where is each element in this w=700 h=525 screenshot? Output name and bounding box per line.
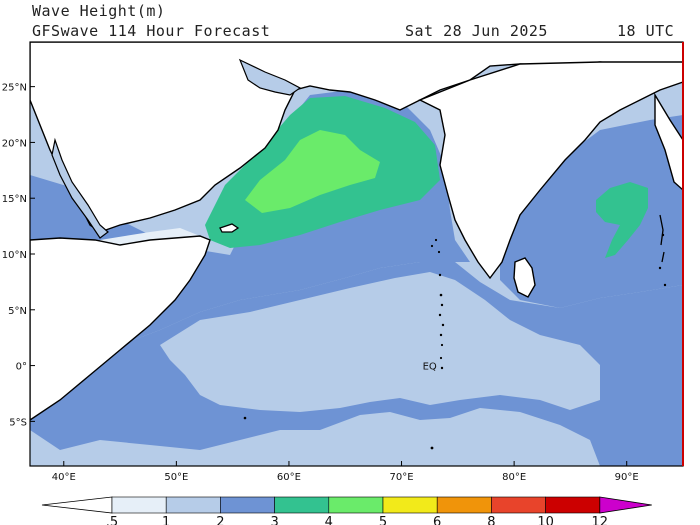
colorbar-segment: [111, 496, 167, 514]
persian-gulf-water: [238, 58, 302, 96]
land-somalia: [30, 235, 211, 421]
colorbar-level-label: 5: [379, 515, 387, 525]
forecast-time: 18 UTC: [617, 22, 675, 40]
colorbar-level-label: 8: [487, 515, 495, 525]
colorbar-level-label: 12: [592, 515, 609, 525]
lon-tick-label: 50°E: [164, 472, 188, 483]
lon-tick-label: 90°E: [615, 472, 639, 483]
colorbar-segment: [436, 496, 492, 514]
wave-zone-3-4m-bay: [596, 182, 648, 258]
colorbar-level-label: 4: [325, 515, 333, 525]
forecast-date: Sat 28 Jun 2025: [405, 22, 548, 40]
colorbar-segment: [165, 496, 221, 514]
colorbar-right-arrow: [599, 496, 652, 514]
wave-zone-2-3m-bay: [500, 115, 683, 308]
maldives-islands: [243, 233, 667, 450]
andaman-islands: [659, 214, 665, 263]
colorbar: .5 1 2 3 4 5 6 8 10 12: [41, 496, 652, 525]
lat-tick-label: 0°: [16, 362, 27, 373]
lon-tick-label: 70°E: [390, 472, 414, 483]
colorbar-left-arrow: [41, 496, 113, 514]
colorbar-segment: [545, 496, 601, 514]
lat-tick-label: 15°N: [2, 194, 27, 205]
colorbar-segment: [491, 496, 546, 514]
land-india: [418, 61, 683, 280]
colorbar-level-label: 10: [537, 515, 554, 525]
lon-tick-label: 60°E: [277, 472, 301, 483]
lat-tick-label: 25°N: [2, 83, 27, 94]
wave-zone-1-2m-equatorial: [160, 272, 600, 412]
axis-ticks: 40°E 50°E 60°E 70°E 80°E 90°E 25°N 20°N 15°N 10°N…: [2, 83, 639, 483]
land-myanmar: [654, 92, 683, 191]
wave-zone-4-5m-arabian: [245, 130, 380, 213]
colorbar-segment: [328, 496, 384, 514]
colorbar-segment: [220, 496, 275, 514]
colorbar-segment: [274, 496, 330, 514]
colorbar-level-label: 3: [270, 515, 278, 525]
lon-tick-label: 40°E: [52, 472, 76, 483]
map-area: [30, 42, 683, 466]
colorbar-level-label: 6: [433, 515, 441, 525]
lat-tick-label: 10°N: [2, 250, 27, 261]
colorbar-level-label: .5: [106, 515, 118, 525]
lat-tick-label: 20°N: [2, 138, 27, 149]
colorbar-level-label: 2: [216, 515, 224, 525]
lon-tick-label: 80°E: [502, 472, 526, 483]
lat-tick-label: 5°N: [8, 306, 27, 317]
colorbar-segment: [382, 496, 438, 514]
land-sri-lanka: [513, 257, 536, 298]
lat-tick-label: 5°S: [9, 417, 27, 428]
colorbar-level-label: 1: [162, 515, 170, 525]
equator-label: EQ: [423, 362, 437, 373]
socotra-island: [219, 223, 240, 233]
map-title: Wave Height(m): [32, 2, 166, 20]
forecast-subtitle: GFSwave 114 Hour Forecast: [32, 22, 271, 40]
red-sea-water: [51, 137, 109, 239]
